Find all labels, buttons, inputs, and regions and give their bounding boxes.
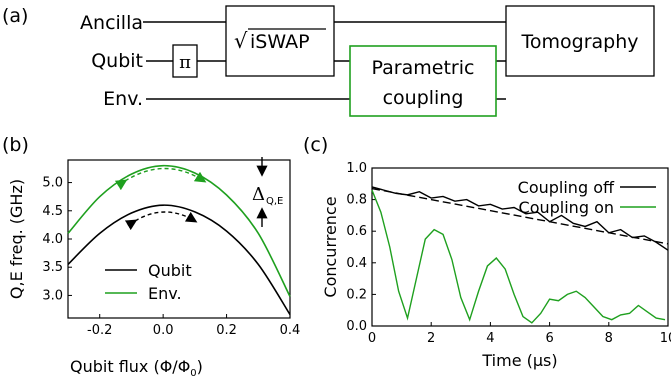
panel-b-xlabel-sub: 0 (190, 368, 196, 379)
panel-b: (b) -0.2 0.0 0.2 0.4 3.0 3.5 4.0 4.5 5.0 Δ Q,E Q… (2, 134, 300, 379)
parametric-label-line2: coupling (383, 87, 464, 109)
panel-c: (c) 0 2 4 6 8 10 0.0 0.2 0.4 0.6 0.8 1.0 Coupling o… (303, 134, 671, 370)
qubit-sweep-arrow (124, 211, 198, 231)
panel-b-ytick-label: 3.5 (42, 260, 63, 275)
panel-b-xlabel-text: Qubit flux (Φ/Φ (70, 357, 190, 376)
panel-b-xlabel-close: ) (197, 357, 203, 376)
qubit-label: Qubit (91, 50, 143, 72)
env-sweep-arrow (114, 167, 207, 191)
panel-c-ytick-label: 1.0 (346, 161, 367, 176)
panel-a: (a) Ancilla Qubit Env. π √ iSWAP Paramet… (2, 5, 655, 117)
panel-c-xlabel: Time (μs) (481, 351, 557, 370)
panel-c-ticks: 0 2 4 6 8 10 0.0 0.2 0.4 0.6 0.8 1.0 (346, 161, 671, 346)
panel-c-series-0 (371, 186, 669, 251)
panel-c-series-1 (371, 189, 666, 324)
env-label: Env. (103, 88, 143, 110)
pi-gate: π (172, 44, 198, 78)
panel-c-ytick-label: 0.6 (346, 224, 367, 239)
panel-c-letter: (c) (303, 134, 328, 156)
parametric-label-line1: Parametric (372, 57, 475, 79)
panel-c-xtick-label: 2 (427, 331, 435, 346)
pi-gate-label: π (179, 52, 191, 73)
ancilla-label: Ancilla (80, 12, 143, 34)
panel-b-ytick-label: 4.5 (42, 204, 63, 219)
panel-c-xtick-label: 4 (486, 331, 494, 346)
panel-b-lines (67, 164, 291, 316)
iswap-gate-label: iSWAP (250, 31, 310, 53)
panel-c-axes (371, 167, 669, 327)
parametric-coupling-gate: Parametric coupling (349, 45, 497, 117)
panel-b-ytick-label: 4.0 (42, 232, 63, 247)
panel-c-xtick-label: 6 (545, 331, 553, 346)
tomography-label: Tomography (521, 31, 639, 53)
panel-c-ytick-label: 0.0 (346, 319, 367, 334)
legend-qubit-label: Qubit (148, 261, 192, 280)
panel-a-letter: (a) (2, 5, 28, 27)
delta-symbol: Δ (252, 184, 265, 205)
panel-b-xtick-label: 0.2 (216, 323, 237, 338)
panel-b-xtick-label: 0.4 (280, 323, 301, 338)
panel-b-xlabel: Qubit flux (Φ/Φ0) (70, 357, 203, 379)
panel-c-ytick-label: 0.8 (346, 193, 367, 208)
panel-c-ytick-label: 0.4 (346, 256, 367, 271)
panel-b-letter: (b) (2, 134, 29, 156)
legend-on-label: Coupling on (519, 198, 614, 217)
panel-c-lines (371, 186, 669, 324)
panel-b-xtick-label: 0.0 (153, 323, 174, 338)
panel-b-ylabel: Q,E freq. (GHz) (7, 179, 26, 299)
panel-c-fit-line (371, 187, 669, 245)
sqrt-symbol: √ (234, 29, 248, 53)
panel-c-ytick-label: 0.2 (346, 287, 367, 302)
panel-b-series-1 (67, 164, 291, 297)
panel-b-ytick-label: 5.0 (42, 176, 63, 191)
panel-b-xtick-label: -0.2 (87, 323, 112, 338)
iswap-gate: √ iSWAP (225, 5, 335, 77)
legend-off-label: Coupling off (518, 178, 615, 197)
panel-c-xtick-label: 10 (660, 331, 671, 346)
panel-b-ticks: -0.2 0.0 0.2 0.4 3.0 3.5 4.0 4.5 5.0 (42, 176, 300, 338)
delta-subscript: Q,E (266, 196, 283, 207)
panel-c-xtick-label: 0 (368, 331, 376, 346)
panel-c-ylabel: Concurrence (321, 196, 340, 297)
panel-b-ytick-label: 3.0 (42, 288, 63, 303)
panel-b-series-0 (67, 204, 291, 316)
panel-c-xtick-label: 8 (605, 331, 613, 346)
legend-env-label: Env. (148, 284, 182, 303)
tomography-gate: Tomography (505, 5, 655, 77)
